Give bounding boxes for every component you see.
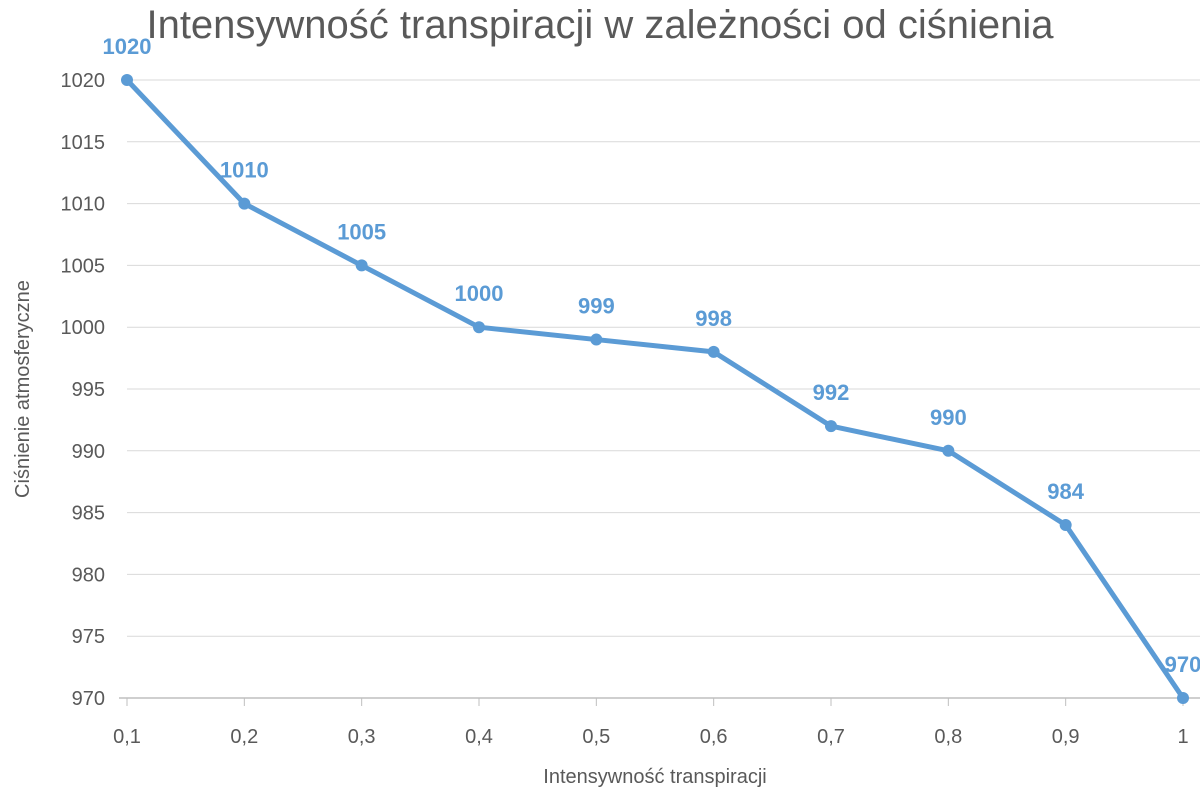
y-tick-label: 985 xyxy=(72,503,105,525)
data-label: 990 xyxy=(930,405,967,430)
data-point xyxy=(942,444,955,457)
x-axis-label: Intensywność transpiracji xyxy=(543,766,766,788)
data-point xyxy=(238,197,251,210)
x-tick-label: 0,8 xyxy=(934,726,962,748)
data-label: 1010 xyxy=(220,158,269,183)
data-label: 1000 xyxy=(455,281,504,306)
x-tick-label: 0,5 xyxy=(582,726,610,748)
y-tick-label: 1000 xyxy=(61,317,106,339)
data-label: 1005 xyxy=(337,219,386,244)
data-label: 984 xyxy=(1047,479,1084,504)
x-tick-label: 0,4 xyxy=(465,726,493,748)
data-label: 992 xyxy=(813,380,850,405)
data-points xyxy=(121,74,1189,704)
y-axis-ticks: 970 975 980 985 990 995 1000 1005 1010 1015 1020 xyxy=(61,70,106,710)
x-tick-label: 0,6 xyxy=(700,726,728,748)
data-label: 1020 xyxy=(103,34,152,59)
series-line xyxy=(124,77,1186,701)
data-point xyxy=(1177,692,1189,704)
y-tick-label: 1020 xyxy=(61,70,106,92)
data-label: 999 xyxy=(578,294,615,319)
data-label: 970 xyxy=(1165,652,1200,677)
data-point xyxy=(355,259,368,272)
data-point xyxy=(590,333,603,346)
x-tick-label: 0,2 xyxy=(230,726,258,748)
y-tick-label: 1005 xyxy=(61,255,106,277)
data-labels: 1020 1010 1005 1000 999 998 992 990 984 970 xyxy=(103,34,1200,677)
y-tick-label: 995 xyxy=(72,379,105,401)
y-axis-label: Ciśnienie atmosferyczne xyxy=(12,280,34,498)
data-point xyxy=(707,345,720,358)
series-polyline xyxy=(124,77,1186,701)
y-tick-label: 1010 xyxy=(61,194,106,216)
y-tick-label: 970 xyxy=(72,688,105,710)
data-label: 998 xyxy=(695,306,732,331)
data-point xyxy=(121,74,133,86)
y-tick-label: 1015 xyxy=(61,132,106,154)
x-tick-label: 0,3 xyxy=(348,726,376,748)
x-axis-ticks: 0,1 0,2 0,3 0,4 0,5 0,6 0,7 0,8 0,9 1 xyxy=(113,698,1189,748)
x-tick-label: 1 xyxy=(1177,726,1188,748)
x-tick-label: 0,7 xyxy=(817,726,845,748)
y-tick-label: 975 xyxy=(72,626,105,648)
data-point xyxy=(473,321,485,334)
y-tick-label: 980 xyxy=(72,564,105,586)
y-tick-label: 990 xyxy=(72,441,105,463)
chart-title: Intensywność transpiracji w zależności o… xyxy=(146,3,1054,47)
x-tick-label: 0,9 xyxy=(1052,726,1080,748)
data-point xyxy=(1059,518,1072,531)
data-point xyxy=(825,420,837,433)
gridlines xyxy=(119,79,1200,699)
x-tick-label: 0,1 xyxy=(113,726,141,748)
